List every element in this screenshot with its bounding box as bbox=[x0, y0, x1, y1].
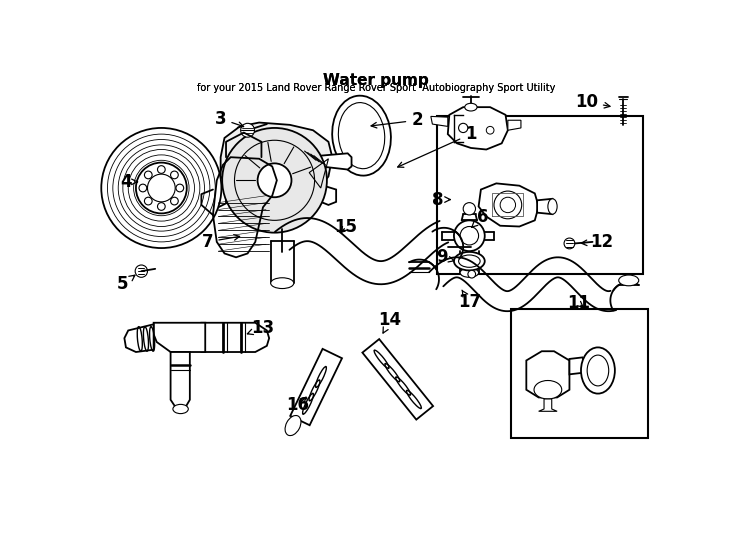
Polygon shape bbox=[319, 186, 336, 205]
Polygon shape bbox=[570, 357, 585, 374]
Circle shape bbox=[136, 163, 186, 213]
Polygon shape bbox=[201, 323, 269, 352]
Ellipse shape bbox=[619, 275, 639, 286]
Text: Water pump: Water pump bbox=[323, 72, 429, 87]
Text: 12: 12 bbox=[581, 233, 614, 251]
Ellipse shape bbox=[454, 252, 484, 271]
Text: 17: 17 bbox=[458, 290, 481, 311]
Text: 2: 2 bbox=[371, 111, 423, 129]
Ellipse shape bbox=[581, 347, 615, 394]
Circle shape bbox=[241, 123, 255, 137]
Polygon shape bbox=[431, 117, 448, 126]
Text: 5: 5 bbox=[117, 275, 135, 293]
Circle shape bbox=[454, 220, 484, 251]
Ellipse shape bbox=[465, 103, 477, 111]
Polygon shape bbox=[508, 120, 521, 130]
Polygon shape bbox=[321, 153, 352, 170]
Text: 6: 6 bbox=[472, 208, 488, 227]
Ellipse shape bbox=[333, 96, 391, 176]
Circle shape bbox=[222, 128, 327, 233]
Circle shape bbox=[170, 171, 178, 179]
Text: 15: 15 bbox=[335, 218, 357, 235]
Polygon shape bbox=[170, 352, 190, 409]
Circle shape bbox=[158, 202, 165, 211]
Ellipse shape bbox=[285, 415, 301, 436]
Circle shape bbox=[158, 166, 165, 173]
Polygon shape bbox=[221, 123, 333, 204]
Text: 13: 13 bbox=[247, 319, 275, 337]
Polygon shape bbox=[526, 351, 570, 397]
Ellipse shape bbox=[271, 278, 294, 288]
Circle shape bbox=[258, 164, 291, 197]
Circle shape bbox=[145, 171, 152, 179]
Text: for your 2015 Land Rover Range Rover Sport  Autobiography Sport Utility: for your 2015 Land Rover Range Rover Spo… bbox=[197, 83, 556, 93]
Circle shape bbox=[176, 184, 184, 192]
Circle shape bbox=[463, 202, 476, 215]
Circle shape bbox=[139, 184, 147, 192]
Text: Water pump: Water pump bbox=[323, 72, 429, 87]
Polygon shape bbox=[537, 199, 556, 214]
Polygon shape bbox=[448, 107, 508, 150]
Text: 3: 3 bbox=[215, 110, 244, 127]
Polygon shape bbox=[479, 184, 539, 226]
Polygon shape bbox=[363, 339, 433, 420]
Ellipse shape bbox=[534, 381, 562, 399]
Polygon shape bbox=[290, 349, 342, 425]
Polygon shape bbox=[124, 325, 153, 352]
Circle shape bbox=[135, 265, 148, 278]
Circle shape bbox=[468, 271, 476, 278]
Bar bbox=[511, 309, 648, 438]
Text: 14: 14 bbox=[379, 312, 401, 333]
Circle shape bbox=[101, 128, 222, 248]
Ellipse shape bbox=[173, 404, 189, 414]
Circle shape bbox=[148, 174, 175, 202]
Circle shape bbox=[564, 238, 575, 249]
Text: 1: 1 bbox=[398, 125, 476, 167]
Text: 11: 11 bbox=[567, 294, 590, 313]
Text: 7: 7 bbox=[202, 233, 239, 251]
Text: 9: 9 bbox=[436, 248, 454, 266]
Text: 16: 16 bbox=[286, 396, 309, 414]
Text: 10: 10 bbox=[575, 93, 610, 111]
Polygon shape bbox=[153, 323, 206, 352]
Text: 8: 8 bbox=[432, 191, 450, 208]
Ellipse shape bbox=[548, 199, 557, 214]
Text: 4: 4 bbox=[120, 173, 137, 191]
Circle shape bbox=[145, 197, 152, 205]
Ellipse shape bbox=[460, 268, 479, 278]
Polygon shape bbox=[209, 188, 226, 207]
Circle shape bbox=[170, 197, 178, 205]
Bar bbox=[437, 117, 644, 274]
Text: for your 2015 Land Rover Range Rover Sport  Autobiography Sport Utility: for your 2015 Land Rover Range Rover Spo… bbox=[197, 83, 556, 93]
Polygon shape bbox=[539, 399, 557, 411]
